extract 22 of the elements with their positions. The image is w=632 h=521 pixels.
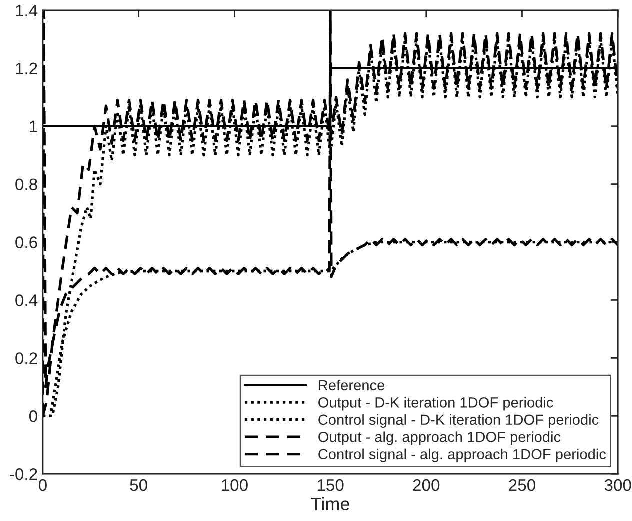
y-tick-label: 1.2 bbox=[16, 62, 38, 74]
x-tick-label: 0 bbox=[38, 479, 47, 492]
y-tick-label: 0.2 bbox=[16, 352, 38, 364]
legend-label: Output - alg. approach 1DOF periodic bbox=[318, 432, 561, 446]
y-tick-label: 1 bbox=[30, 120, 38, 132]
x-tick-label: 200 bbox=[413, 479, 440, 492]
legend-label: Output - D-K iteration 1DOF periodic bbox=[318, 397, 554, 411]
y-tick-label: 0.8 bbox=[16, 178, 38, 191]
y-tick-label: -0.2 bbox=[10, 468, 38, 480]
legend-label: Control signal - D-K iteration 1DOF periodic bbox=[318, 414, 599, 428]
legend-label: Control signal - alg. approach 1DOF periodic bbox=[318, 448, 606, 462]
y-tick-label: 0.4 bbox=[16, 294, 38, 306]
y-tick-label: 0 bbox=[30, 410, 38, 422]
x-tick-label: 100 bbox=[222, 479, 248, 492]
x-tick-label: 150 bbox=[318, 479, 344, 492]
y-tick-label: 1.4 bbox=[16, 4, 38, 16]
x-tick-label: 50 bbox=[130, 479, 148, 492]
x-axis-title: Time bbox=[311, 497, 350, 511]
x-tick-label: 250 bbox=[509, 479, 536, 492]
y-tick-label: 0.6 bbox=[16, 236, 38, 248]
legend-label: Reference bbox=[319, 380, 385, 391]
x-tick-label: 300 bbox=[604, 479, 632, 492]
